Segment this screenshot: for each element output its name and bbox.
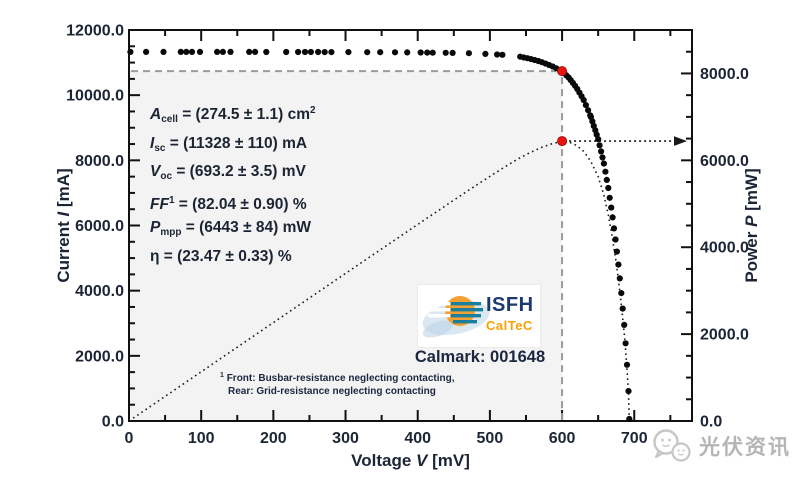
- y-left-tick-label: 0.0: [102, 414, 124, 431]
- annotation-line: Pmpp = (6443 ± 84) mW: [150, 219, 312, 239]
- logo-division-name: CalTeC: [486, 318, 533, 333]
- mpp-marker-power: [557, 136, 568, 147]
- watermark-text: 光伏资讯: [699, 436, 791, 459]
- annotation-line: Isc = (11328 ± 110) mA: [150, 134, 308, 154]
- x-tick-label: 600: [549, 430, 576, 447]
- axis-ticks: [129, 29, 692, 421]
- x-axis-title: Voltage V [mV]: [351, 451, 470, 470]
- y-right-axis-title: Power P [mW]: [742, 168, 761, 282]
- x-tick-label: 500: [477, 430, 504, 447]
- mpp-area-shade: [130, 71, 563, 420]
- pmpp-arrowhead: [674, 136, 687, 146]
- annotation-line: η = (23.47 ± 0.33) %: [150, 247, 292, 265]
- y-right-tick-label: 4000.0: [700, 240, 749, 257]
- footnote-line-1: Front: Busbar-resistance neglecting cont…: [226, 373, 455, 384]
- y-left-tick-label: 12000.0: [66, 23, 124, 40]
- wechat-icon: [653, 429, 691, 462]
- axis-tick-labels: 0 100 200 300 400 500 600 700 0.0 2000.0 4000.0 600…: [54, 23, 761, 471]
- footnote-superscript: 1: [220, 372, 224, 379]
- y-left-axis-title: Current I [mA]: [54, 168, 73, 282]
- x-tick-label: 200: [260, 430, 287, 447]
- mpp-marker-iv: [557, 66, 568, 77]
- y-right-tick-label: 2000.0: [700, 327, 749, 344]
- isfh-sun-logo-graphic: [422, 296, 490, 338]
- watermark: 光伏资讯: [650, 427, 791, 465]
- y-right-tick-label: 6000.0: [700, 153, 749, 170]
- x-tick-label: 300: [332, 430, 359, 447]
- calmark-label: Calmark: 001648: [414, 348, 546, 366]
- power-curve: [128, 140, 631, 422]
- annotation-line: Voc = (693.2 ± 3.5) mV: [150, 163, 306, 183]
- footnote-line-2: Rear: Grid-resistance neglecting contact…: [228, 386, 436, 397]
- y-left-tick-label: 8000.0: [75, 153, 124, 170]
- x-tick-label: 100: [188, 430, 215, 447]
- y-left-tick-label: 2000.0: [75, 348, 124, 365]
- x-tick-label: 400: [404, 430, 431, 447]
- y-left-tick-label: 4000.0: [75, 283, 124, 300]
- x-tick-label: 0: [125, 430, 134, 447]
- y-right-tick-label: 0.0: [700, 414, 722, 431]
- footnote: 1 Front: Busbar-resistance neglecting co…: [220, 369, 455, 398]
- y-left-tick-label: 6000.0: [75, 218, 124, 235]
- y-left-tick-label: 10000.0: [66, 88, 124, 105]
- x-tick-label: 700: [621, 430, 648, 447]
- logo-org-name: ISFH: [486, 294, 534, 316]
- annotation-line: FF1 = (82.04 ± 0.90) %: [150, 194, 307, 213]
- measurement-results-annotation: Acell = (274.5 ± 1.1) cm2 Isc = (11328 ± …: [150, 99, 316, 269]
- isfh-caltec-logo: ISFH CalTeC: [418, 285, 540, 347]
- annotation-line: Acell = (274.5 ± 1.1) cm2: [150, 105, 316, 125]
- y-right-tick-label: 8000.0: [700, 66, 749, 83]
